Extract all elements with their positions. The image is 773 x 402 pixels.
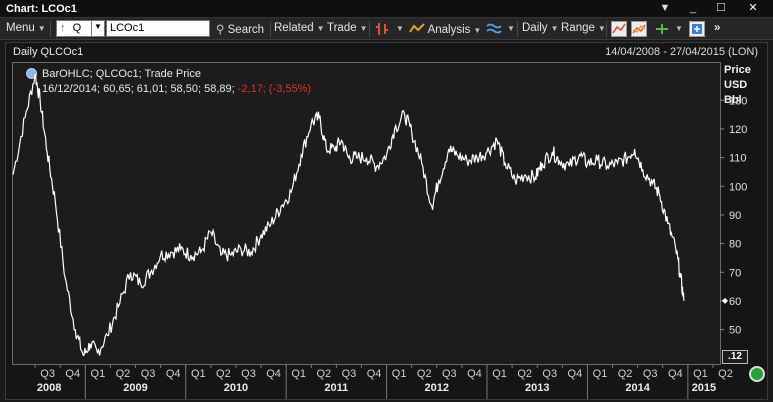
- chevron-down-icon: ▼: [597, 24, 606, 33]
- toolbar-separator: [270, 21, 271, 37]
- related-label: Related: [274, 22, 314, 34]
- search-icon: ⚲: [216, 24, 225, 36]
- crosshair-dropdown[interactable]: ▼: [672, 22, 683, 36]
- analysis-menu[interactable]: Analysis ▼: [409, 22, 481, 36]
- toolbar-separator: [50, 21, 51, 37]
- search-button[interactable]: ⚲ Search: [216, 22, 264, 36]
- menu-button[interactable]: Menu ▼: [6, 22, 46, 36]
- bar-chart-type-icon[interactable]: [374, 21, 390, 37]
- legend-ohlc-values: 16/12/2014; 60,65; 61,01; 58,50; 58,89;: [42, 83, 235, 95]
- analysis-label: Analysis: [427, 24, 471, 36]
- chevron-down-icon: ▼: [316, 24, 325, 33]
- menu-label: Menu: [6, 22, 35, 34]
- connection-status-icon: [749, 366, 765, 382]
- last-value-tag: .12: [722, 350, 748, 364]
- add-panel-icon[interactable]: [689, 21, 705, 37]
- instrument-type-dropdown[interactable]: ▼: [91, 20, 105, 37]
- series-settings-icon[interactable]: [26, 68, 37, 79]
- interval-menu[interactable]: Daily ▼: [522, 22, 558, 36]
- plot-area[interactable]: [12, 62, 721, 365]
- close-button[interactable]: ✕: [748, 2, 758, 14]
- title-bar: Chart: LCOc1 ▼ _ ☐ ✕: [0, 0, 773, 18]
- legend-series-label: BarOHLC; QLCOc1; Trade Price: [42, 68, 201, 80]
- instrument-type-value: Q: [72, 22, 82, 34]
- trade-menu[interactable]: Trade ▼: [327, 22, 368, 36]
- legend-change: -2,17; (-3,55%): [237, 83, 312, 95]
- range-label: Range: [561, 22, 595, 34]
- line-chart-icon[interactable]: [611, 21, 627, 37]
- range-menu[interactable]: Range ▼: [561, 22, 606, 36]
- wave-indicator-icon[interactable]: [486, 21, 502, 37]
- minimize-button[interactable]: _: [689, 2, 697, 14]
- y-axis-unit-currency: USD: [724, 79, 748, 91]
- toolbar: Menu ▼ ↑ Q ▼ LCOc1 ⚲ Search Related ▼ Trad…: [0, 18, 773, 40]
- chevron-down-icon: ▼: [507, 24, 515, 33]
- ric-input[interactable]: LCOc1: [106, 20, 210, 37]
- chevron-down-icon: ▼: [473, 26, 482, 35]
- trade-label: Trade: [327, 22, 357, 34]
- analysis-icon: [409, 23, 425, 33]
- chevron-down-icon: ▼: [396, 24, 404, 33]
- chevron-down-icon: ▼: [359, 24, 368, 33]
- indicator-dropdown[interactable]: ▼: [504, 22, 515, 36]
- related-menu[interactable]: Related ▼: [274, 22, 325, 36]
- window-title: Chart: LCOc1: [6, 3, 77, 15]
- maximize-button[interactable]: ☐: [716, 2, 726, 14]
- legend-values: 16/12/2014; 60,65; 61,01; 58,50; 58,89; …: [42, 83, 311, 95]
- compare-chart-icon[interactable]: [631, 21, 647, 37]
- chart-date-range: 14/04/2008 - 27/04/2015 (LON): [605, 46, 758, 58]
- interval-label: Daily: [522, 22, 548, 34]
- y-axis-unit-price: Price: [724, 64, 751, 76]
- toolbar-separator: [606, 21, 607, 37]
- chevron-down-icon: ▼: [37, 24, 46, 33]
- chevron-down-icon: ▼: [550, 24, 559, 33]
- chart-type-dropdown[interactable]: ▼: [393, 22, 404, 36]
- up-arrow-icon: ↑: [60, 22, 66, 34]
- more-tools-button[interactable]: »: [714, 22, 721, 34]
- window-menu-button[interactable]: ▼: [659, 2, 671, 14]
- chart-title: Daily QLCOc1: [13, 46, 84, 58]
- search-label: Search: [227, 24, 265, 36]
- toolbar-separator: [517, 21, 518, 37]
- toolbar-separator: [369, 21, 370, 37]
- y-axis-unit-volume: Bbl: [724, 94, 742, 106]
- chevron-down-icon: ▼: [675, 24, 683, 33]
- crosshair-icon[interactable]: [654, 21, 670, 37]
